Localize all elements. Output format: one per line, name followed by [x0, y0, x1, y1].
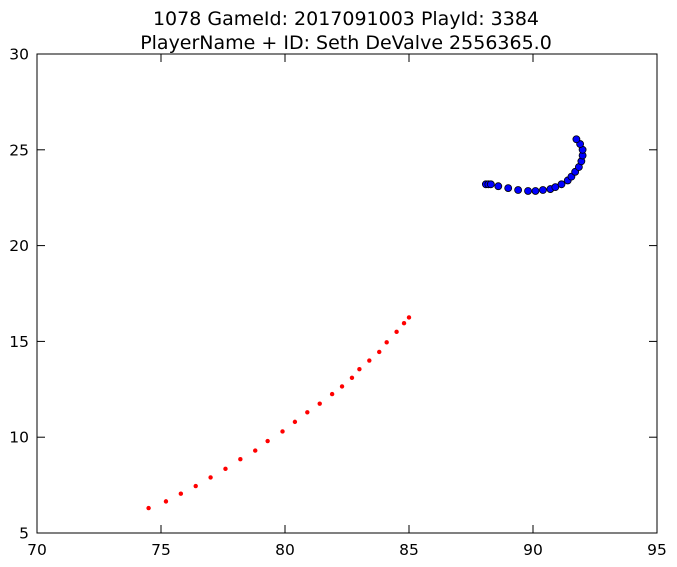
data-point [406, 315, 412, 320]
data-marks [146, 135, 587, 511]
plot-frame [36, 53, 658, 534]
series-1 [481, 135, 587, 195]
chart-title-line-1: 1078 GameId: 2017091003 PlayId: 3384 [153, 8, 539, 30]
data-point [253, 448, 258, 453]
data-point [193, 483, 198, 489]
chart-title-line-2: PlayerName + ID: Seth DeValve 2556365.0 [140, 32, 552, 54]
x-tick-label: 80 [275, 541, 295, 559]
data-point [292, 419, 298, 425]
y-tick-label: 10 [9, 429, 29, 447]
data-point [208, 475, 213, 480]
data-point [514, 186, 523, 194]
data-point [551, 183, 560, 192]
y-tick-label: 15 [9, 333, 29, 351]
y-tick-label: 25 [9, 141, 29, 159]
data-point [494, 182, 503, 191]
data-point [531, 187, 540, 195]
y-tick-label: 30 [9, 46, 29, 64]
data-point [504, 184, 513, 193]
data-point [394, 329, 399, 335]
data-point [539, 186, 547, 194]
data-point [349, 375, 355, 381]
data-point [357, 366, 362, 372]
data-point [223, 466, 228, 472]
data-point [384, 340, 389, 345]
x-tick-label: 75 [151, 541, 171, 559]
data-point [317, 401, 322, 406]
data-point [377, 349, 382, 355]
data-point [486, 180, 495, 189]
data-point [280, 429, 285, 434]
data-point [339, 384, 345, 389]
data-point [238, 457, 243, 462]
x-tick-label: 95 [647, 541, 667, 559]
y-tick-label: 5 [19, 525, 29, 543]
x-tick-label: 85 [399, 541, 419, 559]
data-point [557, 180, 566, 189]
x-tick-label: 70 [27, 541, 47, 559]
data-point [146, 505, 151, 511]
axis-ticks: 70 75 80 85 90 95 5 10 15 20 25 30 [9, 46, 667, 560]
data-point [265, 438, 270, 444]
y-tick-label: 20 [9, 237, 29, 255]
data-point [178, 491, 184, 496]
data-point [163, 499, 169, 504]
data-point [401, 320, 407, 326]
series-0 [146, 315, 412, 511]
x-tick-label: 90 [523, 541, 543, 559]
data-point [305, 410, 310, 415]
data-point [572, 135, 581, 144]
data-point [367, 358, 372, 363]
data-point [524, 187, 532, 195]
data-point [329, 391, 335, 397]
